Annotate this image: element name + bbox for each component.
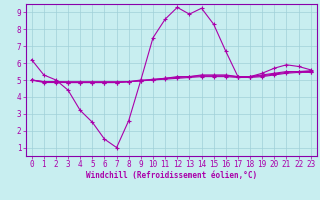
X-axis label: Windchill (Refroidissement éolien,°C): Windchill (Refroidissement éolien,°C) — [86, 171, 257, 180]
